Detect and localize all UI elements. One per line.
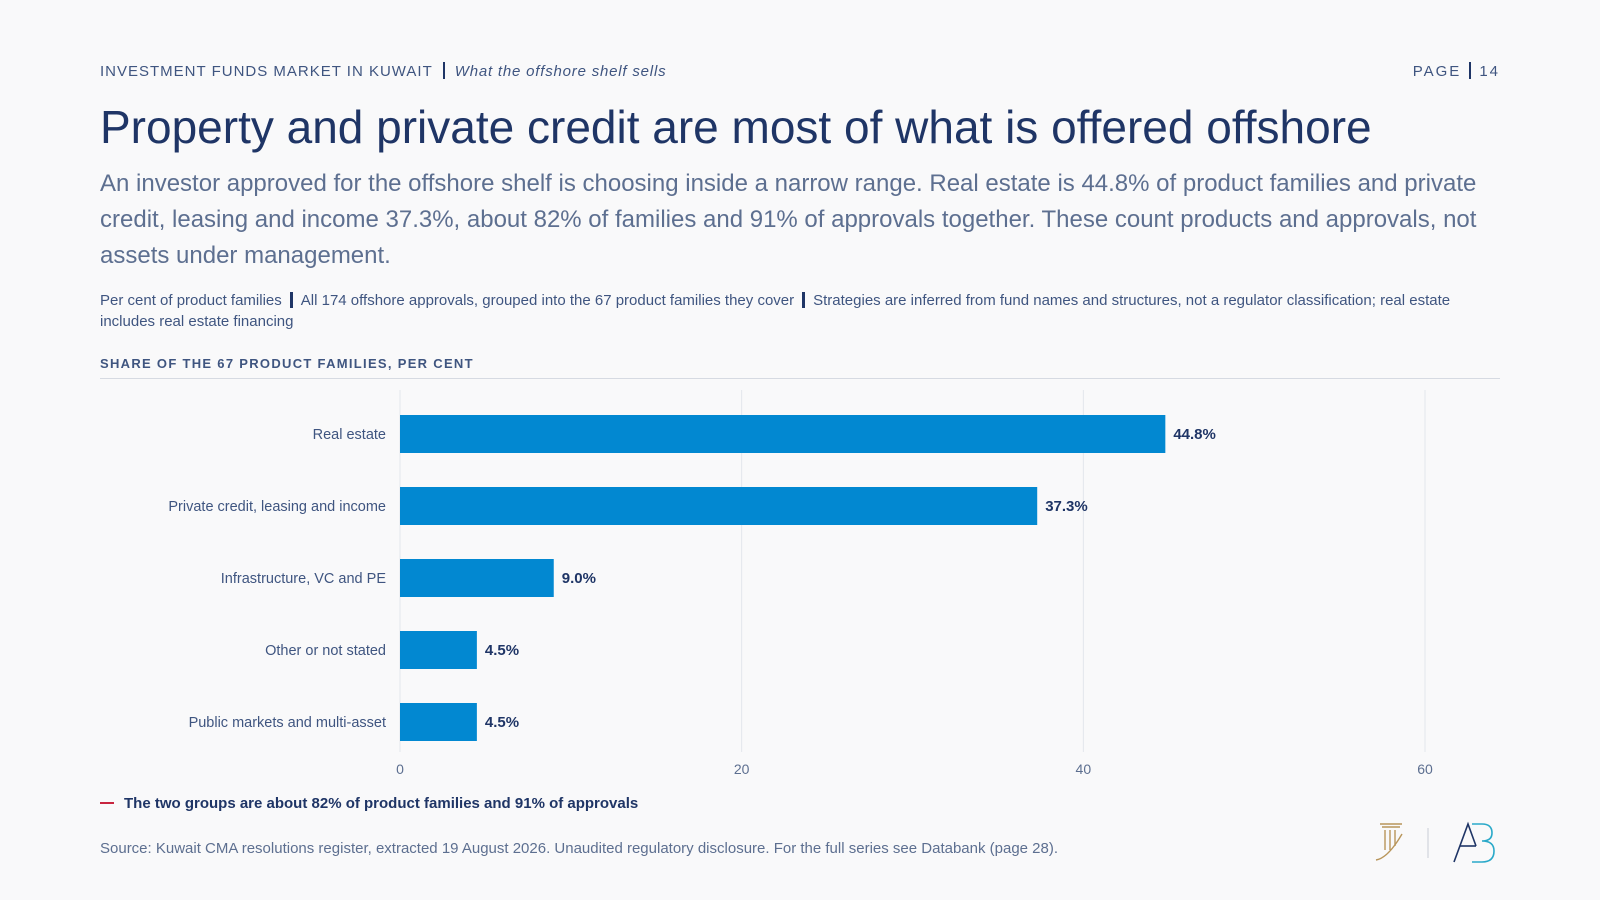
chart-label: SHARE OF THE 67 PRODUCT FAMILIES, PER CE… (100, 356, 474, 371)
category-label: Public markets and multi-asset (189, 715, 386, 731)
report-header: INVESTMENT FUNDS MARKET IN KUWAIT What th… (100, 62, 1500, 82)
note-unit: Per cent of product families (100, 292, 282, 309)
chart-rule (100, 378, 1500, 379)
category-label: Infrastructure, VC and PE (221, 571, 387, 587)
bar (400, 631, 477, 669)
note-scope: All 174 offshore approvals, grouped into… (300, 292, 795, 309)
value-label: 4.5% (485, 714, 519, 731)
logos (1375, 821, 1495, 863)
category-label: Real estate (313, 427, 386, 443)
bar (400, 415, 1166, 453)
bar-chart: 0 20 40 60 Real estate 44.8% Private credit, l… (168, 390, 1433, 777)
page-subtitle: An investor approved for the offshore sh… (100, 170, 1477, 269)
category-label: Other or not stated (265, 643, 386, 659)
value-label: 9.0% (562, 570, 596, 587)
section-subtitle: What the offshore shelf sells (454, 63, 667, 80)
page-divider (1469, 62, 1472, 79)
page-label: PAGE (1412, 63, 1462, 80)
ab-logo-icon (1453, 821, 1495, 863)
page-indicator: PAGE 14 (1413, 62, 1500, 80)
chart-callout: The two groups are about 82% of product … (100, 795, 638, 812)
chart-notes: Per cent of product families All 174 offs… (100, 290, 1500, 332)
column-logo-icon (1375, 823, 1403, 861)
category-label: Private credit, leasing and income (168, 499, 386, 515)
callout-text: The two groups are about 82% of product … (124, 795, 639, 812)
x-tick-label: 60 (1417, 761, 1433, 777)
header-divider (442, 62, 445, 79)
value-label: 37.3% (1045, 498, 1088, 515)
note-method: Strategies are inferred from fund names … (100, 292, 1451, 330)
x-tick-label: 40 (1076, 761, 1092, 777)
bar (400, 487, 1038, 525)
x-tick-label: 0 (396, 761, 404, 777)
note-divider (802, 292, 806, 308)
bar (400, 703, 477, 741)
bar (400, 559, 554, 597)
page-title: Property and private credit are most of … (100, 101, 1372, 153)
note-divider (289, 292, 293, 308)
callout-accent (100, 802, 114, 804)
x-tick-label: 20 (734, 761, 750, 777)
page-number: 14 (1479, 63, 1500, 80)
value-label: 44.8% (1173, 426, 1216, 443)
source-note: Source: Kuwait CMA resolutions register,… (100, 840, 1059, 857)
value-label: 4.5% (485, 642, 519, 659)
section-title: INVESTMENT FUNDS MARKET IN KUWAIT (100, 63, 433, 80)
